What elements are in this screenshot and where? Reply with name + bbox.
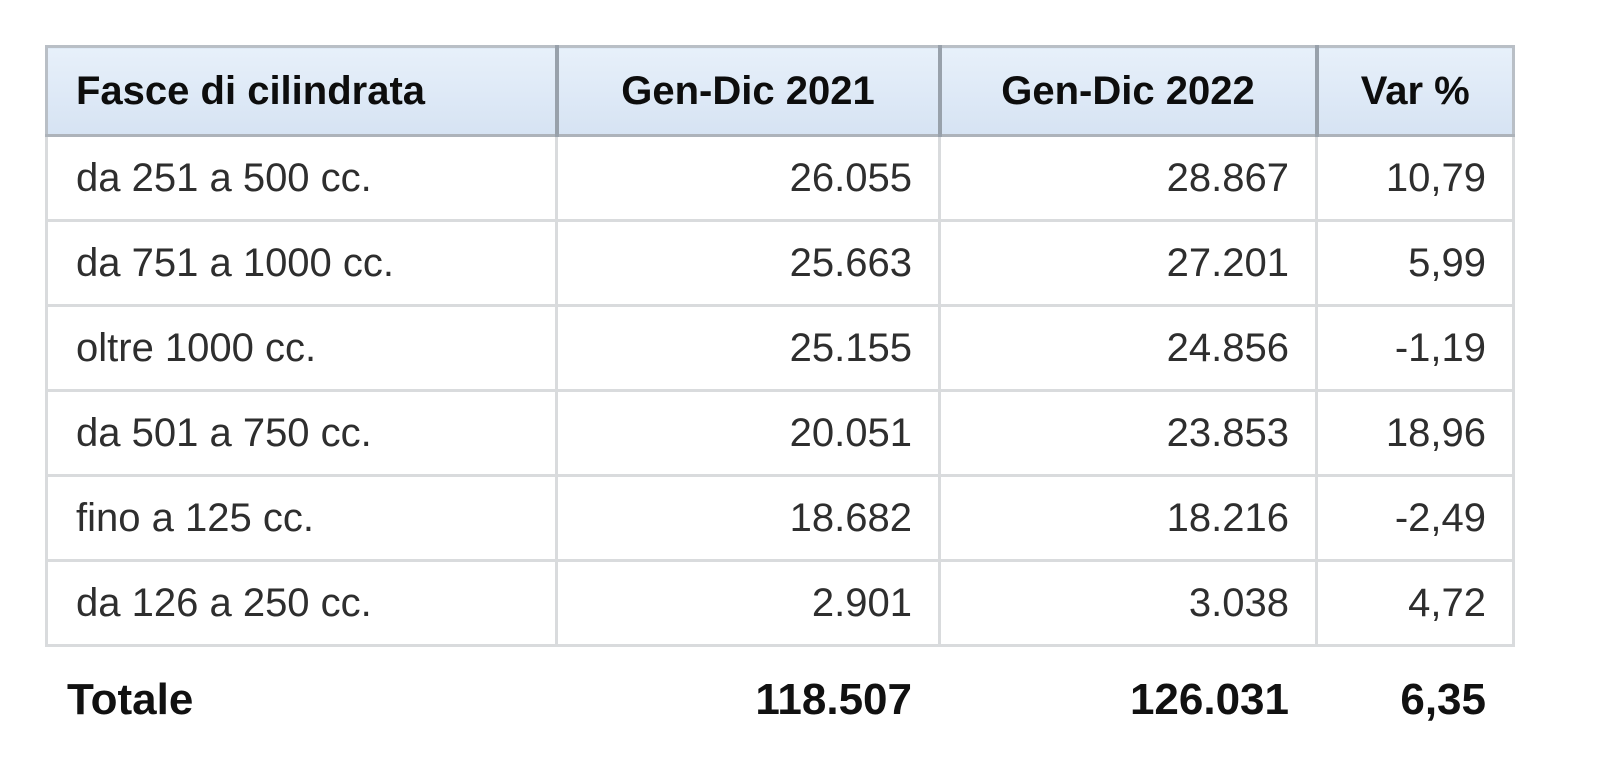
header-row: Fasce di cilindrata Gen-Dic 2021 Gen-Dic…	[45, 45, 1515, 137]
value-2021: 25.663	[555, 219, 941, 307]
value-2021: 20.051	[555, 389, 941, 477]
row-label: da 251 a 500 cc.	[45, 134, 558, 222]
value-var-pct: 10,79	[1315, 134, 1515, 222]
value-var-pct: -1,19	[1315, 304, 1515, 392]
value-var-pct: 18,96	[1315, 389, 1515, 477]
row-label: fino a 125 cc.	[45, 474, 558, 562]
row-label: da 501 a 750 cc.	[45, 389, 558, 477]
value-2021: 25.155	[555, 304, 941, 392]
value-2022: 3.038	[938, 559, 1318, 647]
row-label: oltre 1000 cc.	[45, 304, 558, 392]
value-var-pct: 4,72	[1315, 559, 1515, 647]
table-row: da 501 a 750 cc. 20.051 23.853 18,96	[45, 389, 1515, 477]
total-value-var-pct: 6,35	[1400, 675, 1486, 724]
value-2021: 2.901	[555, 559, 941, 647]
total-label: Totale	[67, 675, 194, 724]
column-header-gen-dic-2022: Gen-Dic 2022	[937, 45, 1318, 137]
table-row: da 751 a 1000 cc. 25.663 27.201 5,99	[45, 219, 1515, 307]
total-value-2022: 126.031	[1129, 675, 1289, 724]
row-label: da 751 a 1000 cc.	[45, 219, 558, 307]
column-header-gen-dic-2021: Gen-Dic 2021	[554, 45, 941, 137]
column-header-fasce-di-cilindrata: Fasce di cilindrata	[45, 45, 558, 137]
total-value-2021: 118.507	[755, 675, 912, 724]
value-2022: 23.853	[938, 389, 1318, 477]
value-2021: 26.055	[555, 134, 941, 222]
total-row: Totale 118.507 126.031 6,35	[45, 668, 1512, 732]
value-2022: 24.856	[938, 304, 1318, 392]
value-2021: 18.682	[555, 474, 941, 562]
value-var-pct: -2,49	[1315, 474, 1515, 562]
table-row: oltre 1000 cc. 25.155 24.856 -1,19	[45, 304, 1515, 392]
table-row: da 126 a 250 cc. 2.901 3.038 4,72	[45, 559, 1515, 647]
value-2022: 28.867	[938, 134, 1318, 222]
value-2022: 27.201	[938, 219, 1318, 307]
value-var-pct: 5,99	[1315, 219, 1515, 307]
cylinder-capacity-table: Fasce di cilindrata Gen-Dic 2021 Gen-Dic…	[45, 45, 1515, 647]
table-row: fino a 125 cc. 18.682 18.216 -2,49	[45, 474, 1515, 562]
value-2022: 18.216	[938, 474, 1318, 562]
row-label: da 126 a 250 cc.	[45, 559, 558, 647]
column-header-var-percent: Var %	[1314, 45, 1515, 137]
table-row: da 251 a 500 cc. 26.055 28.867 10,79	[45, 134, 1515, 222]
